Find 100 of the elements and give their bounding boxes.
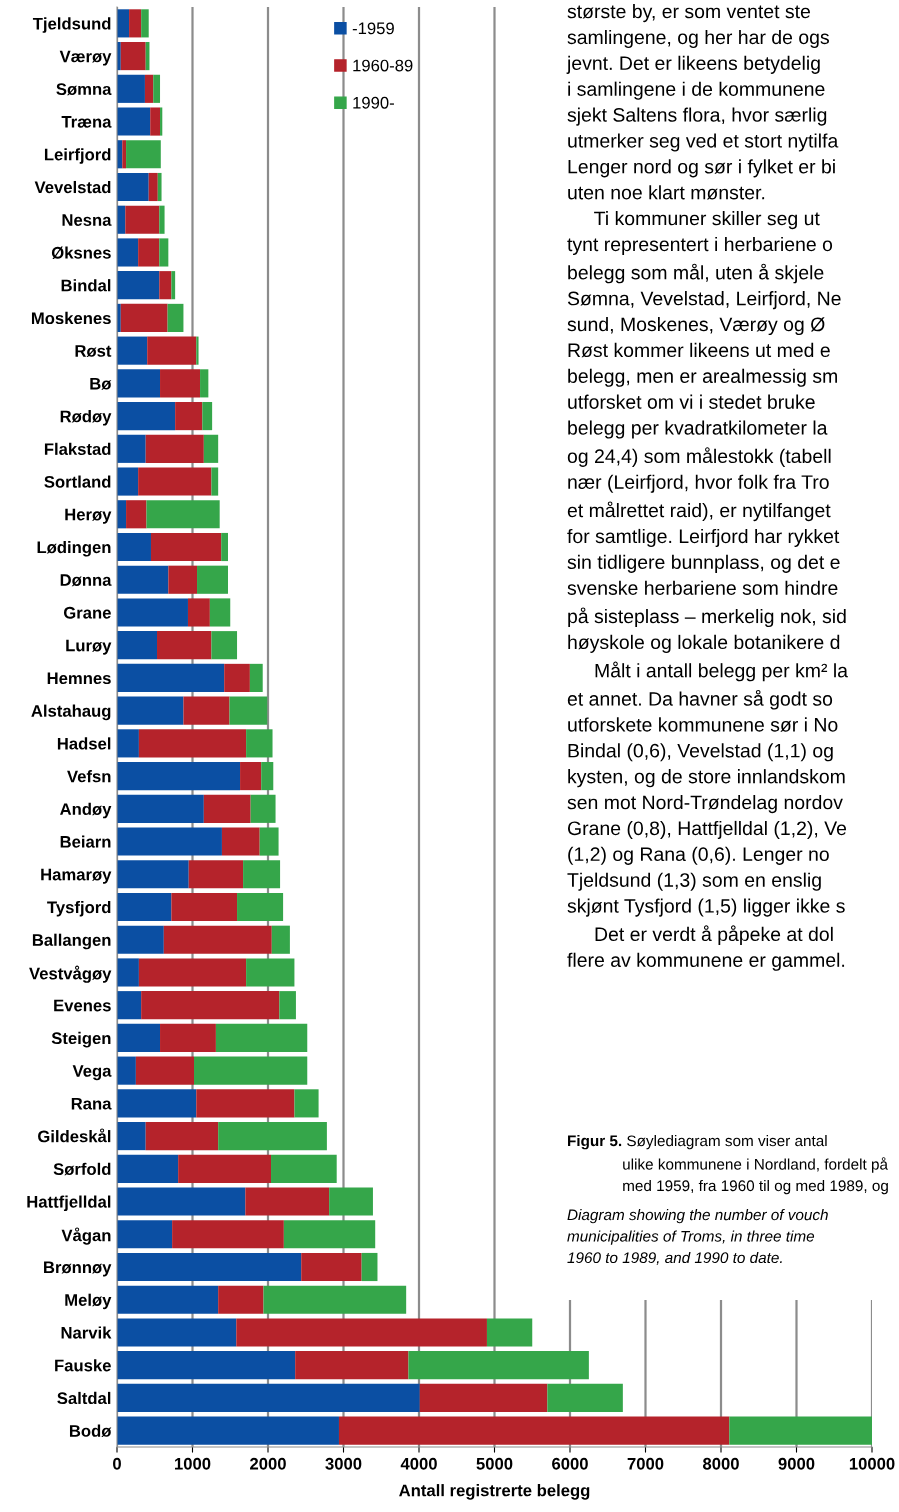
y-tick-label: Værøy: [59, 50, 112, 66]
y-tick-label: Sørfold: [53, 1162, 111, 1176]
bar: [117, 532, 151, 562]
bar: [172, 1220, 284, 1249]
bar: [117, 369, 161, 398]
y-tick-label: Hemnes: [47, 672, 111, 685]
x-tick-label: 2000: [250, 1457, 286, 1470]
bar: [117, 1252, 302, 1282]
x-tick-label: 4000: [400, 1457, 437, 1470]
y-tick-label: Narvik: [61, 1326, 112, 1339]
bar: [117, 402, 176, 431]
x-tick-label: 3000: [325, 1457, 362, 1470]
y-tick-label: Lødingen: [37, 540, 111, 557]
bar: [175, 402, 203, 431]
bar: [188, 860, 244, 889]
y-tick-label: Øksnes: [51, 246, 111, 260]
bar: [211, 631, 238, 660]
y-tick-label: Grane: [63, 606, 111, 619]
x-axis-title: Antall registrerte belegg: [399, 1484, 590, 1500]
bar: [117, 271, 160, 300]
bar: [215, 1023, 308, 1052]
bar: [117, 1416, 339, 1445]
y-tick-label: Røst: [75, 345, 112, 358]
x-tick-label: 1000: [175, 1457, 211, 1470]
y-tick-label: Beiarn: [60, 835, 111, 848]
bar: [120, 42, 146, 71]
bar: [117, 238, 139, 267]
bar: [120, 303, 168, 332]
bar: [117, 631, 158, 660]
bar: [237, 892, 284, 922]
x-tick-label: 7000: [627, 1457, 664, 1470]
bar: [245, 1187, 330, 1216]
bar: [263, 1285, 407, 1314]
y-tick-label: Tjeldsund: [32, 17, 111, 33]
bar: [261, 762, 274, 791]
bar: [249, 663, 263, 692]
bar: [138, 958, 247, 987]
bar: [117, 1351, 296, 1380]
bar: [148, 172, 158, 202]
bar: [117, 794, 204, 823]
bar: [117, 1056, 136, 1085]
bar: [271, 1154, 337, 1183]
bar: [157, 631, 212, 660]
bar: [117, 827, 222, 856]
legend-label: 1990-: [353, 96, 394, 109]
bar: [125, 205, 160, 234]
bar: [295, 1351, 409, 1380]
bar: [117, 9, 130, 38]
bar: [229, 696, 268, 725]
bar: [141, 9, 149, 38]
y-tick-label: Tysfjord: [47, 900, 111, 917]
y-tick-label: Brønnøy: [44, 1261, 112, 1277]
bar: [117, 1187, 246, 1216]
y-tick-label: Bø: [90, 377, 112, 390]
bar: [145, 1122, 219, 1151]
bar: [329, 1187, 373, 1216]
bar: [196, 1089, 295, 1118]
legend-label: 1960-89: [353, 59, 413, 72]
bar: [294, 1089, 319, 1118]
bar: [117, 172, 149, 202]
y-tick-label: Bindal: [61, 279, 111, 292]
bar: [117, 434, 146, 463]
y-tick-label: Bodø: [69, 1424, 112, 1438]
bar: [243, 860, 281, 889]
bar: [338, 1416, 730, 1445]
bar: [259, 827, 279, 856]
bar: [117, 107, 151, 136]
bar: [211, 467, 219, 496]
bar: [279, 991, 296, 1020]
bar: [117, 958, 139, 987]
y-tick-label: Sortland: [44, 475, 111, 488]
bar: [486, 1318, 533, 1347]
y-tick-label: Andøy: [60, 802, 112, 819]
bar: [138, 238, 160, 267]
bar: [117, 1383, 420, 1412]
bar: [117, 892, 172, 922]
y-tick-label: Gildeskål: [38, 1128, 111, 1143]
bar: [159, 205, 165, 234]
bar: [271, 925, 290, 954]
bar: [117, 1285, 219, 1314]
bar: [183, 696, 230, 725]
bar: [117, 1154, 179, 1183]
bar: [196, 336, 199, 365]
bar: [146, 500, 220, 529]
bar: [221, 532, 228, 562]
x-tick-label: 5000: [476, 1457, 513, 1470]
bar: [150, 107, 161, 136]
y-tick-label: Ballangen: [32, 933, 111, 950]
bar: [126, 140, 161, 169]
y-tick-label: Hattfjelldal: [27, 1195, 111, 1212]
bar: [200, 369, 209, 398]
bar: [150, 532, 222, 562]
bar: [159, 271, 172, 300]
bar: [117, 729, 139, 758]
bar: [145, 434, 204, 463]
bar: [117, 1318, 237, 1347]
y-tick-label: Vestvågøy: [29, 965, 112, 983]
y-tick-label: Sømna: [56, 83, 112, 96]
y-tick-label: Træna: [61, 116, 112, 128]
y-tick-label: Alstahaug: [31, 704, 111, 721]
